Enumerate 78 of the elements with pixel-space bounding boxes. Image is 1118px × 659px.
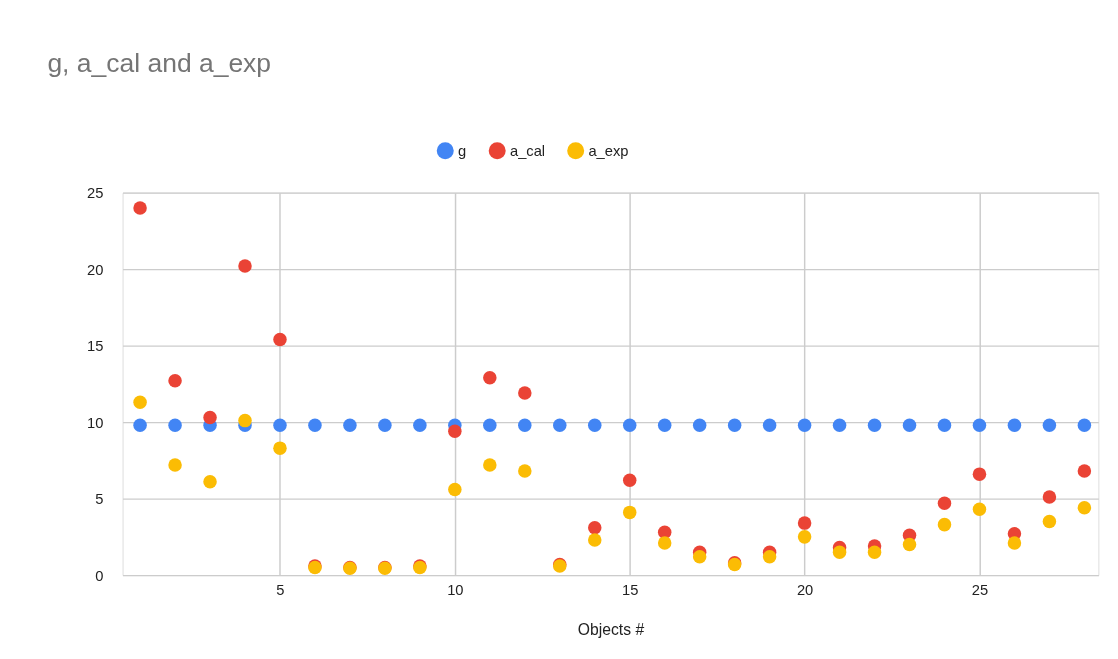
x-axis-title: Objects # (577, 621, 645, 639)
point (518, 386, 532, 400)
point (727, 418, 742, 432)
y-tick-label: 20 (87, 261, 104, 278)
point (343, 418, 357, 432)
point (1042, 490, 1057, 504)
point (238, 259, 252, 273)
y-tick-label: 0 (95, 567, 104, 584)
legend-label: a_exp (588, 142, 629, 159)
point (797, 516, 812, 530)
point (832, 545, 847, 559)
point (1042, 514, 1057, 529)
point (622, 505, 637, 520)
point (168, 418, 182, 432)
point (133, 418, 147, 432)
y-tick-label: 25 (87, 185, 104, 202)
point (448, 482, 462, 497)
point (762, 418, 777, 432)
x-tick-label: 15 (622, 582, 639, 599)
point (587, 533, 602, 547)
point (657, 418, 672, 432)
point (1077, 418, 1092, 432)
point (203, 475, 217, 489)
point (413, 418, 427, 432)
point (273, 332, 287, 347)
point (937, 496, 952, 510)
point (762, 550, 777, 564)
point (832, 418, 847, 432)
point (203, 410, 217, 425)
point (378, 418, 392, 432)
point (168, 374, 182, 388)
chart-title: g, a_cal and a_exp (47, 48, 272, 79)
y-tick-label: 5 (95, 491, 104, 508)
point (273, 418, 287, 432)
point (937, 517, 952, 532)
point (797, 418, 812, 432)
point (133, 395, 147, 409)
point (483, 418, 497, 432)
x-tick-label: 20 (796, 582, 814, 599)
point (622, 418, 637, 432)
point (692, 550, 707, 564)
point (1077, 501, 1092, 515)
point (1077, 464, 1092, 478)
point (273, 441, 287, 455)
point (1042, 418, 1057, 432)
point (308, 418, 322, 432)
point (972, 502, 987, 517)
legend-label: a_cal (509, 142, 546, 159)
point (867, 418, 882, 432)
point (902, 537, 917, 552)
point (622, 473, 637, 488)
point (1007, 536, 1022, 550)
x-tick-label: 5 (276, 582, 285, 599)
y-tick-label: 10 (87, 414, 104, 431)
point (587, 520, 602, 535)
point (867, 545, 882, 559)
x-tick-label: 10 (447, 582, 464, 599)
point (692, 418, 707, 432)
point (518, 418, 532, 432)
point (587, 418, 602, 432)
point (797, 530, 812, 544)
point (168, 458, 182, 472)
point (937, 418, 952, 432)
point (1007, 418, 1022, 432)
point (657, 536, 672, 550)
point (972, 418, 987, 432)
x-tick-label: 25 (971, 582, 989, 599)
legend-label: g (457, 142, 467, 159)
point (133, 201, 147, 215)
point (553, 418, 567, 432)
point (902, 418, 917, 432)
point (483, 458, 497, 472)
point (238, 413, 252, 428)
point (972, 467, 987, 481)
point (448, 424, 462, 439)
point (518, 464, 532, 478)
point (483, 371, 497, 385)
y-tick-label: 15 (87, 338, 104, 355)
